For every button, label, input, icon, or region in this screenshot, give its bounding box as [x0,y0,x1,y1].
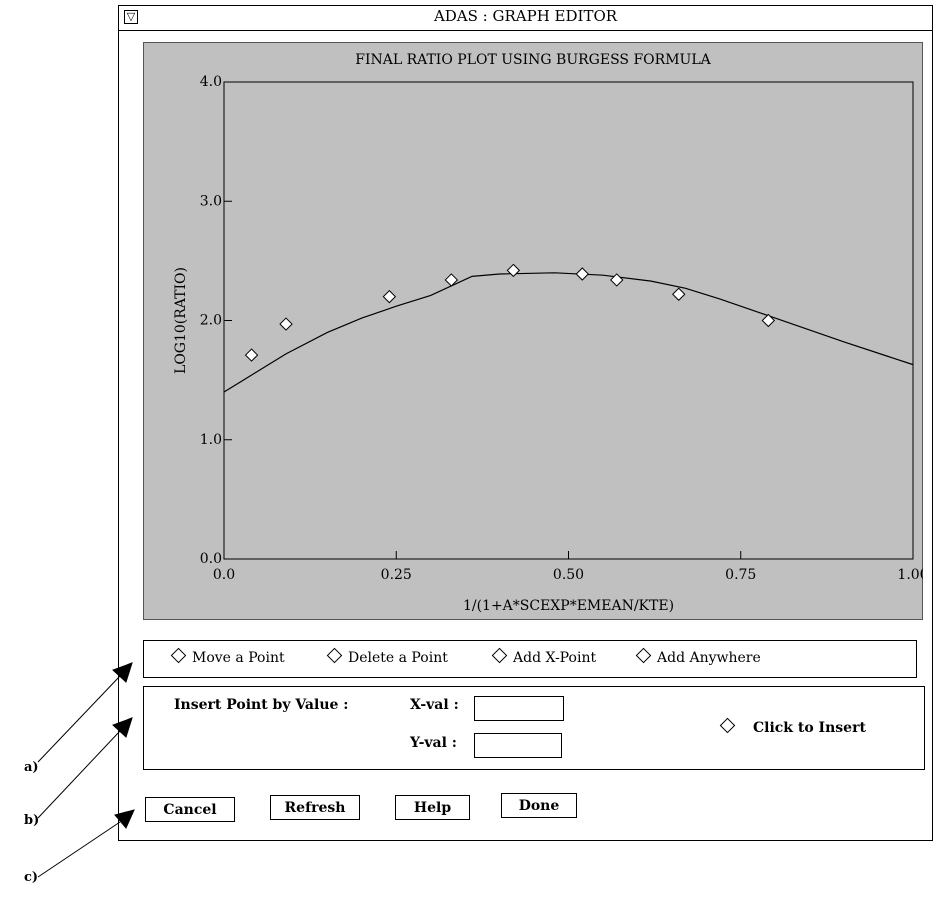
edit-mode-panel [143,640,917,678]
data-point-diamond[interactable] [244,348,259,362]
window-title: ADAS : GRAPH EDITOR [433,7,618,25]
y-tick-label: 0.0 [200,551,222,567]
x-axis-label: 1/(1+A*SCEXP*EMEAN/KTE) [463,598,674,614]
data-point-diamond[interactable] [444,273,459,287]
add-anywhere-option[interactable]: Add Anywhere [635,647,761,666]
y-tick-label: 3.0 [200,193,222,209]
delete-point-label: Delete a Point [348,650,448,666]
annotation-a: a) [24,760,39,775]
annotation-c: c) [24,870,39,885]
arrow-a-head [112,662,133,683]
plot-panel[interactable] [143,42,923,620]
done-button[interactable]: Done [501,793,577,818]
chart-title: FINAL RATIO PLOT USING BURGESS FORMULA [355,52,711,68]
click-to-insert-option[interactable]: Click to Insert [719,717,866,736]
data-point-diamond[interactable] [761,313,776,328]
data-point-diamond[interactable] [610,273,624,287]
x-tick-label: 0.50 [553,567,584,583]
arrow-b-head [112,717,133,738]
title-bar [118,5,933,31]
arrow-b-line [37,730,121,819]
x-tick-label: 0.0 [213,567,235,583]
add-x-point-option[interactable]: Add X-Point [491,647,597,666]
y-tick-label: 4.0 [200,74,222,90]
x-val-input[interactable] [474,696,564,721]
click-to-insert-label: Click to Insert [753,720,866,736]
arrow-c-head [114,809,135,829]
move-point-option[interactable]: Move a Point [170,647,285,666]
window-menu-icon[interactable]: ▽ [124,10,138,24]
x-tick-label: 1.00 [897,567,923,583]
data-point-diamond[interactable] [506,263,521,278]
help-button[interactable]: Help [395,795,470,820]
data-point-diamond[interactable] [672,287,686,301]
x-val-label: X-val : [410,697,459,713]
arrow-c-line [37,821,121,878]
data-point-diamond[interactable] [575,267,589,281]
delete-point-option[interactable]: Delete a Point [326,647,448,666]
refresh-button[interactable]: Refresh [270,795,360,820]
y-axis-label: LOG10(RATIO) [173,267,189,374]
annotation-b: b) [24,813,40,828]
x-tick-label: 0.75 [725,567,756,583]
y-tick-label: 2.0 [200,313,222,329]
y-val-input[interactable] [474,733,562,758]
move-point-label: Move a Point [192,650,285,666]
y-tick-label: 1.0 [200,432,222,448]
cancel-button[interactable]: Cancel [145,797,235,822]
arrow-a-line [37,675,121,763]
insert-point-label: Insert Point by Value : [174,697,349,713]
fit-curve-line [223,272,914,393]
y-val-label: Y-val : [410,735,457,751]
data-point-diamond[interactable] [382,289,397,304]
data-point-diamond[interactable] [279,317,293,331]
x-tick-label: 0.25 [381,567,412,583]
chart-canvas[interactable]: 0.0 1.0 2.0 3.0 4.0 0.0 0.25 0.50 0.75 1.00 1/(1+A… [143,42,923,620]
add-anywhere-label: Add Anywhere [657,650,761,666]
add-x-point-label: Add X-Point [513,650,597,666]
